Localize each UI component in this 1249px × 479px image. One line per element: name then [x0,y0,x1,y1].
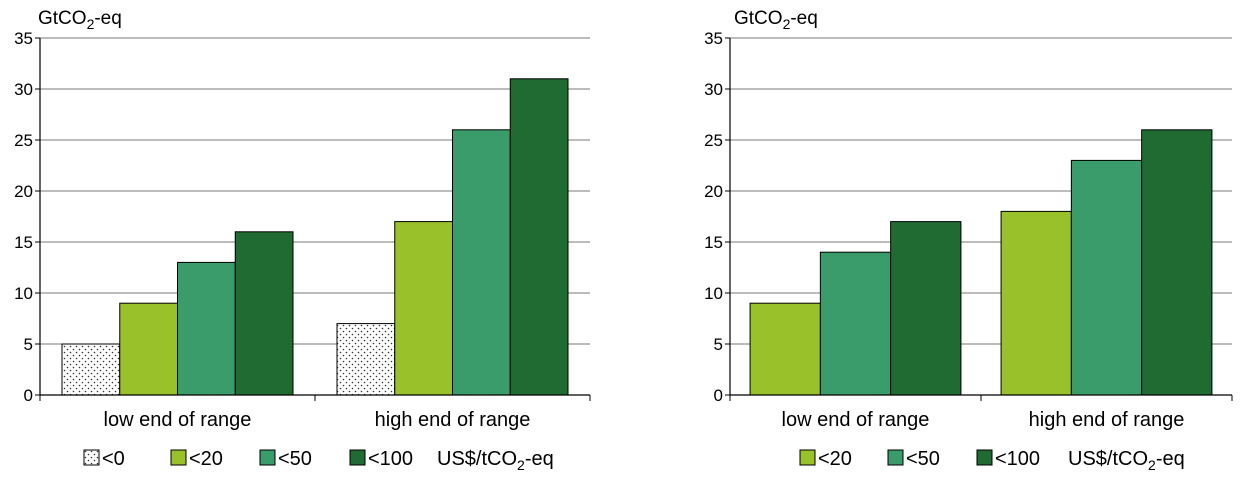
y-tick-label: 5 [714,335,723,354]
legend: <20 <50 <100 US$/tCO2-eq [799,448,1185,473]
y-tick-label: 10 [704,284,723,303]
bar [177,261,236,396]
legend-swatch [259,449,276,466]
chart-2: GtCO2-eq 0 5 10 15 20 25 30 35 low end of range hi… [704,8,1233,473]
bar [509,78,569,396]
y-tick-label: 25 [704,131,723,150]
y-tick-label: 5 [24,335,33,354]
bar [119,302,178,396]
x-category-label: high end of range [375,409,531,431]
y-axis-label: GtCO2-eq [734,8,818,32]
legend-swatch [83,449,100,466]
legend-swatch [799,449,816,466]
x-category-label: low end of range [782,409,930,431]
legend-label: <100 [995,448,1040,470]
legend-unit-label: US$/tCO2-eq [1068,448,1185,473]
y-tick-label: 0 [24,386,33,405]
legend: <0 <20 <50 <100 US$/tCO2-eq [83,448,554,473]
bar [1070,159,1143,396]
legend-label: <100 [368,448,413,470]
legend-unit-label: US$/tCO2-eq [437,448,554,473]
y-tick-label: 20 [704,182,723,201]
bar [452,129,511,396]
y-tick-label: 15 [704,233,723,252]
y-tick-label: 25 [14,131,33,150]
bar [234,231,294,396]
legend-label: <20 [189,448,223,470]
y-tick-label: 20 [14,182,33,201]
legend-swatch [887,449,904,466]
y-axis-label: GtCO2-eq [38,8,122,32]
bar [749,302,821,396]
legend-label: <50 [906,448,940,470]
x-category-label: low end of range [104,409,252,431]
x-category-label: high end of range [1029,409,1185,431]
legend-label: <50 [278,448,312,470]
y-tick-label: 35 [14,29,33,48]
y-tick-label: 15 [14,233,33,252]
legend-swatch [976,449,993,466]
legend-swatch [349,449,366,466]
legend-label: <20 [818,448,852,470]
bar [890,221,962,396]
bar [1141,129,1213,396]
bar [61,343,121,396]
bar [819,251,892,396]
bar [336,323,396,396]
y-tick-label: 0 [714,386,723,405]
y-tick-label: 30 [14,80,33,99]
legend-swatch [170,449,187,466]
bar [394,221,453,396]
chart-1: GtCO2-eq 0 5 10 15 20 25 30 35 low end of range hi… [14,8,591,473]
y-tick-label: 30 [704,80,723,99]
bar [1000,210,1072,396]
y-tick-label: 35 [704,29,723,48]
legend-label: <0 [102,448,125,470]
y-tick-label: 10 [14,284,33,303]
